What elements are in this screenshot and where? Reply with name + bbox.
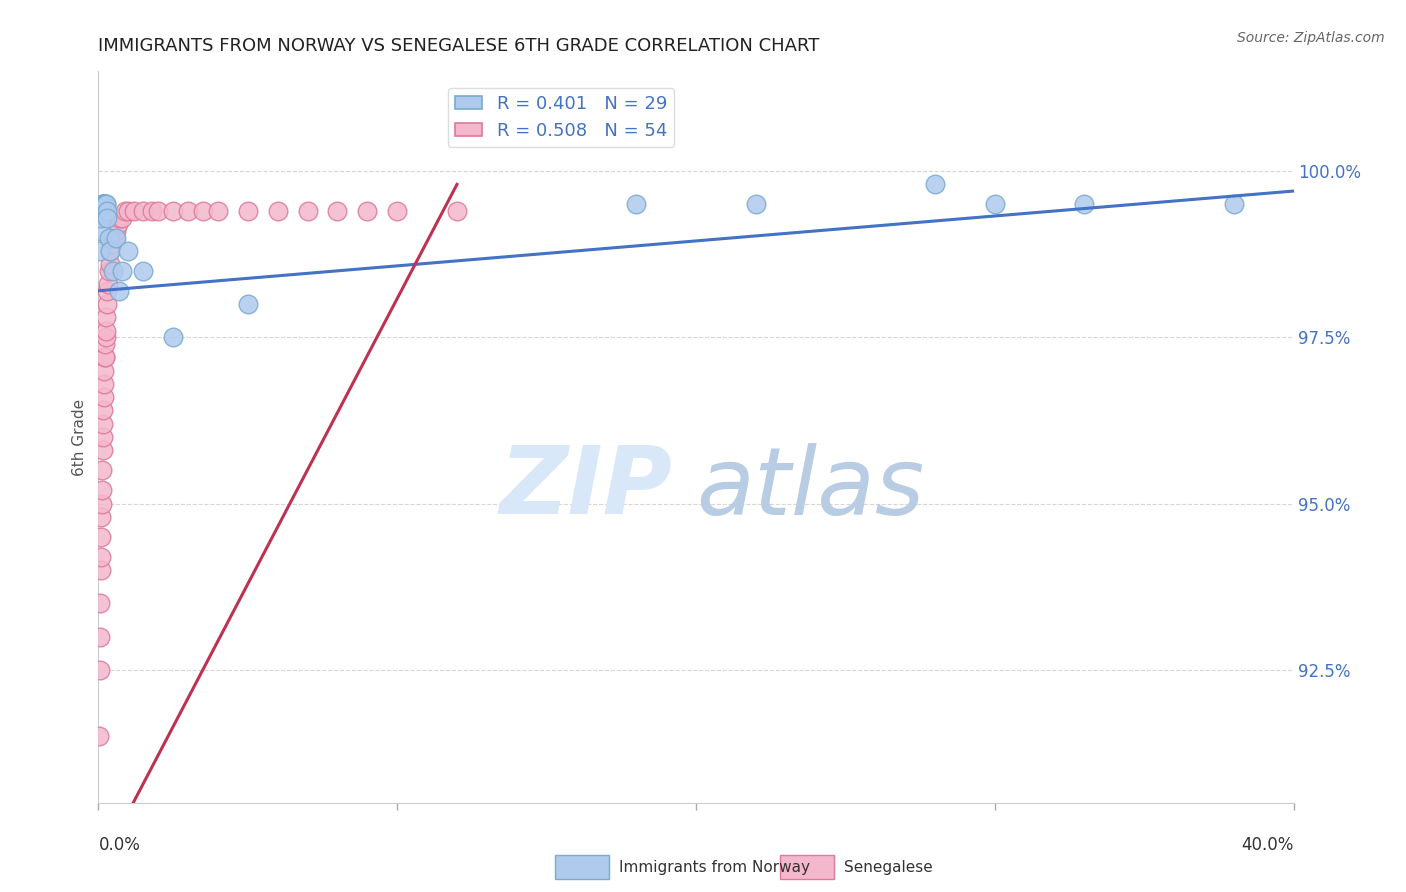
- Point: [297, 204, 319, 219]
- Point: [96, 310, 118, 325]
- Point: [1223, 197, 1246, 211]
- Point: [93, 197, 115, 211]
- Text: Senegalese: Senegalese: [844, 860, 932, 874]
- Point: [87, 729, 110, 743]
- Point: [96, 297, 118, 311]
- Point: [90, 497, 112, 511]
- Text: 40.0%: 40.0%: [1241, 836, 1294, 854]
- Point: [132, 264, 155, 278]
- Point: [236, 204, 259, 219]
- Point: [117, 204, 139, 219]
- Text: atlas: atlas: [696, 442, 924, 533]
- Point: [111, 211, 134, 225]
- Point: [107, 217, 129, 231]
- Point: [96, 197, 118, 211]
- Text: Source: ZipAtlas.com: Source: ZipAtlas.com: [1237, 31, 1385, 45]
- Point: [91, 197, 114, 211]
- Point: [89, 596, 111, 610]
- Text: IMMIGRANTS FROM NORWAY VS SENEGALESE 6TH GRADE CORRELATION CHART: IMMIGRANTS FROM NORWAY VS SENEGALESE 6TH…: [98, 37, 820, 54]
- Point: [93, 351, 115, 365]
- Point: [91, 483, 114, 498]
- Point: [91, 443, 114, 458]
- Point: [177, 204, 200, 219]
- Point: [89, 630, 111, 644]
- Y-axis label: 6th Grade: 6th Grade: [72, 399, 87, 475]
- Point: [93, 197, 115, 211]
- Point: [94, 351, 117, 365]
- Legend: R = 0.401   N = 29, R = 0.508   N = 54: R = 0.401 N = 29, R = 0.508 N = 54: [449, 87, 675, 147]
- Point: [191, 204, 214, 219]
- Point: [103, 264, 125, 278]
- Point: [108, 211, 131, 225]
- Point: [97, 264, 120, 278]
- Point: [94, 197, 117, 211]
- Point: [93, 390, 115, 404]
- Point: [94, 330, 117, 344]
- Text: Immigrants from Norway: Immigrants from Norway: [619, 860, 810, 874]
- Point: [89, 563, 111, 577]
- Point: [91, 197, 114, 211]
- Point: [98, 244, 122, 258]
- Point: [89, 663, 111, 677]
- Point: [745, 197, 768, 211]
- Point: [97, 230, 120, 244]
- Point: [96, 284, 118, 298]
- Point: [1073, 197, 1095, 211]
- Point: [114, 204, 136, 219]
- Point: [103, 230, 125, 244]
- Point: [91, 197, 114, 211]
- Point: [267, 204, 290, 219]
- Point: [326, 204, 349, 219]
- Point: [117, 244, 139, 258]
- Point: [356, 204, 378, 219]
- Point: [94, 337, 117, 351]
- Point: [98, 244, 122, 258]
- Point: [91, 430, 114, 444]
- Point: [108, 284, 131, 298]
- Point: [924, 178, 946, 192]
- Point: [446, 204, 468, 219]
- Point: [94, 197, 117, 211]
- Point: [626, 197, 648, 211]
- Point: [111, 264, 134, 278]
- Point: [141, 204, 163, 219]
- Point: [101, 237, 124, 252]
- Point: [105, 230, 128, 244]
- Point: [93, 363, 115, 377]
- Text: 0.0%: 0.0%: [98, 836, 141, 854]
- Point: [98, 257, 121, 271]
- Point: [162, 330, 184, 344]
- Point: [91, 417, 114, 431]
- Point: [207, 204, 229, 219]
- Point: [124, 204, 146, 219]
- Point: [104, 230, 127, 244]
- Point: [90, 549, 112, 564]
- Point: [96, 204, 118, 219]
- Point: [236, 297, 259, 311]
- Point: [89, 244, 111, 258]
- Point: [105, 224, 128, 238]
- Point: [984, 197, 1007, 211]
- Point: [93, 376, 115, 391]
- Point: [132, 204, 155, 219]
- Point: [91, 463, 114, 477]
- Point: [162, 204, 184, 219]
- Point: [94, 324, 117, 338]
- Point: [90, 211, 112, 225]
- Point: [148, 204, 170, 219]
- Point: [90, 530, 112, 544]
- Point: [90, 509, 112, 524]
- Point: [97, 277, 120, 292]
- Point: [93, 403, 115, 417]
- Point: [385, 204, 409, 219]
- Point: [90, 224, 112, 238]
- Text: ZIP: ZIP: [499, 442, 672, 534]
- Point: [96, 211, 118, 225]
